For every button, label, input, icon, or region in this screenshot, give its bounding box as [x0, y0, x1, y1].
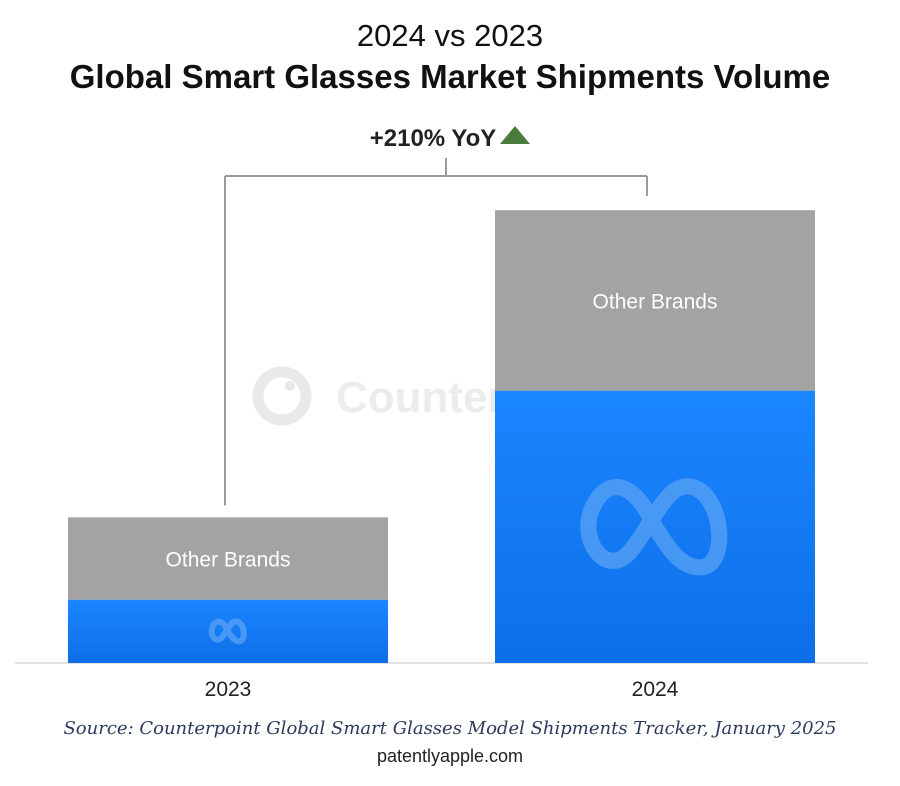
segment-label-other-brands-2024: Other Brands	[593, 290, 718, 313]
site-credit: patentlyapple.com	[376, 746, 524, 766]
yoy-growth-annotation: +210% YoY	[0, 125, 900, 153]
bar-other-brands-2024	[495, 210, 815, 391]
growth-up-arrow-icon	[500, 126, 531, 144]
x-tick-label-2023: 2023	[204, 678, 252, 701]
bar-other-brands-2023	[68, 517, 388, 600]
source-note: Source: Counterpoint Global Smart Glasse…	[63, 718, 837, 739]
yoy-bracket	[224, 158, 648, 506]
chart-title-year-comparison: 2024 vs 2023	[356, 18, 544, 53]
meta-logo-icon-2024	[580, 478, 728, 576]
segment-label-other-brands-2023: Other Brands	[166, 549, 291, 572]
chart-title: Global Smart Glasses Market Shipments Vo…	[69, 58, 831, 95]
x-tick-label-2024: 2024	[631, 678, 679, 701]
counterpoint-logo-icon	[252, 366, 312, 426]
yoy-growth-label: +210% YoY	[369, 125, 497, 152]
meta-logo-icon-2023	[208, 618, 247, 645]
